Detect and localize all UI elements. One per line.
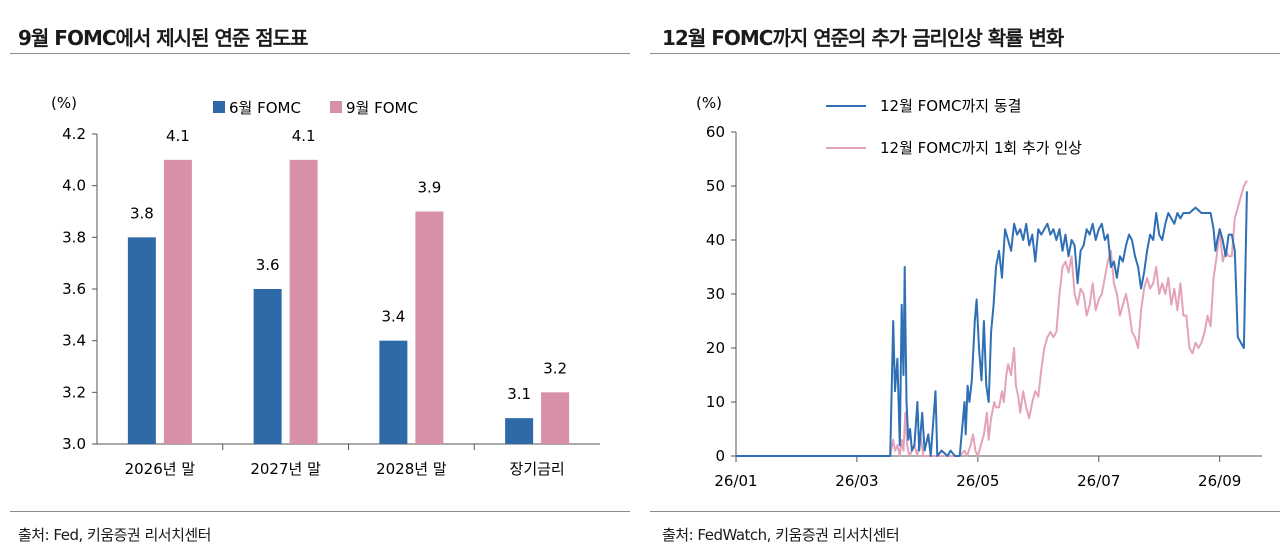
x-tick-label: 26/07 bbox=[1077, 472, 1120, 490]
y-tick-label: 10 bbox=[706, 393, 725, 411]
y-tick-label: 4.0 bbox=[62, 177, 86, 195]
source-divider bbox=[10, 511, 630, 512]
x-category-label: 2028년 말 bbox=[376, 460, 447, 478]
y-tick-label: 60 bbox=[706, 123, 725, 141]
panel-title: 9월 FOMC에서 제시된 연준 점도표 bbox=[18, 26, 308, 50]
x-tick-label: 26/01 bbox=[714, 472, 757, 490]
y-unit-label: (%) bbox=[51, 94, 77, 112]
bar-value-label: 3.2 bbox=[543, 359, 567, 377]
x-category-label: 장기금리 bbox=[510, 460, 565, 478]
dot-plot-bar-chart: (%) 3.0 3.2 3.4 3.6 3.8 4.0 4.2 2026년 말 3.8 4.1 202… bbox=[51, 94, 600, 478]
dot-plot-panel: 9월 FOMC에서 제시된 연준 점도표 (%) 3.0 3.2 3.4 3.6 3.8 4… bbox=[10, 26, 630, 544]
legend-label: 12월 FOMC까지 동결 bbox=[880, 97, 1021, 115]
legend-label: 6월 FOMC bbox=[229, 99, 301, 117]
legend-item: 6월 FOMC bbox=[213, 99, 301, 117]
source-note: 출처: Fed, 키움증권 리서치센터 bbox=[18, 526, 212, 544]
legend-item: 12월 FOMC까지 동결 bbox=[826, 97, 1021, 115]
bar-value-label: 3.9 bbox=[417, 179, 441, 197]
bar-value-label: 3.4 bbox=[381, 308, 405, 326]
source-divider bbox=[650, 511, 1280, 512]
y-tick-label: 40 bbox=[706, 231, 725, 249]
x-tick-label: 26/03 bbox=[835, 472, 878, 490]
legend-swatch bbox=[213, 101, 225, 113]
bar-june bbox=[253, 289, 282, 444]
y-tick-label: 20 bbox=[706, 339, 725, 357]
series-line-one-hike bbox=[736, 180, 1248, 457]
bar-value-label: 3.6 bbox=[256, 256, 280, 274]
y-tick-label: 3.8 bbox=[62, 228, 86, 246]
hike-probability-panel: 12월 FOMC까지 연준의 추가 금리인상 확률 변화 (%) 0 10 20 30 4… bbox=[640, 0, 1280, 559]
y-tick-label: 3.0 bbox=[62, 435, 86, 453]
hike-probability-line-chart: (%) 0 10 20 30 40 50 60 26/01 26/03 26/05 26/07 26/0… bbox=[696, 94, 1262, 490]
y-tick-label: 0 bbox=[715, 447, 725, 465]
x-tick-label: 26/05 bbox=[956, 472, 999, 490]
x-tick-label: 26/09 bbox=[1198, 472, 1241, 490]
bar-june bbox=[127, 237, 156, 444]
bar-september bbox=[163, 159, 192, 445]
bar-june bbox=[379, 340, 408, 444]
bar-september bbox=[415, 211, 444, 444]
bar-value-label: 4.1 bbox=[166, 127, 190, 145]
legend-item: 12월 FOMC까지 1회 추가 인상 bbox=[826, 139, 1082, 157]
y-tick-label: 50 bbox=[706, 177, 725, 195]
title-divider bbox=[10, 53, 630, 54]
bar-june bbox=[505, 418, 534, 444]
y-tick-label: 3.6 bbox=[62, 280, 86, 298]
title-divider bbox=[650, 53, 1280, 54]
y-tick-label: 3.2 bbox=[62, 383, 86, 401]
bar-september bbox=[541, 392, 570, 444]
bar-value-label: 4.1 bbox=[292, 127, 316, 145]
source-note: 출처: FedWatch, 키움증권 리서치센터 bbox=[662, 526, 900, 544]
legend-label: 9월 FOMC bbox=[346, 99, 418, 117]
series-line-hold bbox=[736, 191, 1248, 457]
bar-value-label: 3.8 bbox=[130, 204, 154, 222]
legend-item: 9월 FOMC bbox=[330, 99, 418, 117]
y-tick-label: 30 bbox=[706, 285, 725, 303]
y-tick-label: 4.2 bbox=[62, 125, 86, 143]
bar-september bbox=[289, 159, 318, 445]
x-category-label: 2026년 말 bbox=[125, 460, 196, 478]
y-tick-label: 3.4 bbox=[62, 332, 86, 350]
panel-title: 12월 FOMC까지 연준의 추가 금리인상 확률 변화 bbox=[662, 26, 1064, 50]
legend-label: 12월 FOMC까지 1회 추가 인상 bbox=[880, 139, 1082, 157]
legend-swatch bbox=[330, 101, 342, 113]
x-category-label: 2027년 말 bbox=[250, 460, 321, 478]
bar-value-label: 3.1 bbox=[507, 385, 531, 403]
y-unit-label: (%) bbox=[696, 94, 722, 112]
